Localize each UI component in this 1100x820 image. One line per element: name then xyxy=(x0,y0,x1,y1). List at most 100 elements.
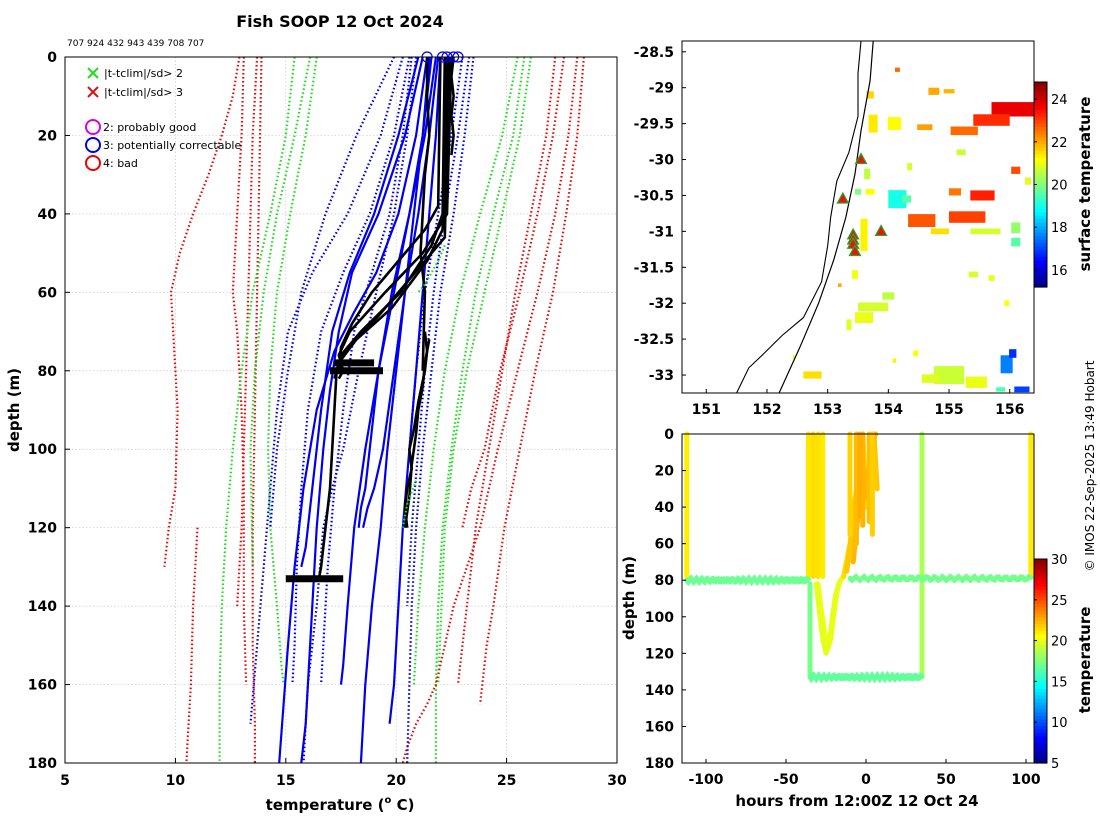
map-sst-patch xyxy=(970,190,995,201)
map-sst-patch xyxy=(956,149,966,156)
map-sst-patch xyxy=(930,228,949,235)
map-colorbar-band xyxy=(1034,153,1047,158)
profile-series-profile-8 xyxy=(403,339,431,528)
map-colorbar-band xyxy=(1034,201,1047,206)
section-x-axis-label: hours from 12:00Z 12 Oct 24 xyxy=(735,792,978,810)
map-colorbar-band xyxy=(1034,105,1047,110)
section-y-tick-label: 0 xyxy=(664,427,674,443)
map-sst-patch xyxy=(855,312,874,323)
map-colorbar-band xyxy=(1034,222,1047,227)
section-colorbar-band xyxy=(1034,589,1047,594)
section-colorbar-tick-label: 30 xyxy=(1051,553,1068,568)
profile-series-blue-dot-b xyxy=(249,56,404,724)
map-colorbar-band xyxy=(1034,82,1047,87)
map-colorbar-band xyxy=(1034,184,1047,189)
map-colorbar: 16 18 20 22 24 xyxy=(1033,81,1068,288)
map-sst-patch xyxy=(949,211,986,223)
xlabel-superscript: o xyxy=(384,795,391,806)
section-tow-line xyxy=(807,670,925,684)
profile-y-tick-label: 180 xyxy=(28,756,57,772)
profile-y-tick-label: 100 xyxy=(28,442,57,458)
profile-series-clim3-right-d xyxy=(456,56,557,685)
section-x-tick-label: -100 xyxy=(688,772,723,788)
section-colorbar-band xyxy=(1034,599,1047,604)
profile-series-clim2-left-b xyxy=(266,56,318,685)
map-sst-patch xyxy=(803,371,822,379)
profile-legend: |t-tclim|/sd> 2 |t-tclim|/sd> 3 2: probabl… xyxy=(85,67,241,171)
map-sst-patch xyxy=(846,319,852,331)
map-colorbar-band xyxy=(1034,99,1047,104)
section-colorbar-band xyxy=(1034,742,1047,747)
section-y-tick-label: 160 xyxy=(645,719,674,735)
section-x-tick-label: -50 xyxy=(773,772,799,788)
legend-entry-label: 2: probably good xyxy=(103,121,196,134)
map-colorbar-band xyxy=(1034,116,1047,121)
section-colorbar-band xyxy=(1034,630,1047,635)
section-colorbar-band xyxy=(1034,644,1047,648)
profile-y-tick-label: 160 xyxy=(28,678,57,694)
section-colorbar-band xyxy=(1034,661,1047,665)
map-colorbar-band xyxy=(1034,205,1047,210)
section-colorbar-band xyxy=(1034,616,1047,621)
section-colorbar-band xyxy=(1034,715,1047,720)
section-colorbar-band xyxy=(1034,640,1047,645)
map-sst-patch xyxy=(973,114,1010,126)
section-colorbar-band xyxy=(1034,593,1047,597)
map-sst-patch xyxy=(950,126,978,136)
map-sst-patch xyxy=(928,87,940,95)
profile-series-clim2-left-c xyxy=(249,56,312,567)
section-colorbar-band xyxy=(1034,688,1047,693)
map-sst-patch xyxy=(855,189,862,195)
legend-marker-x xyxy=(87,86,99,98)
map-coastline xyxy=(736,41,862,393)
map-plot-area xyxy=(736,41,1034,393)
map-sst-patch xyxy=(866,91,874,99)
map-colorbar-tick-label: 20 xyxy=(1051,179,1068,194)
map-sst-patch xyxy=(1011,237,1021,247)
legend-entry-label: |t-tclim|/sd> 3 xyxy=(104,86,183,99)
section-colorbar-band xyxy=(1034,678,1047,682)
map-colorbar-band xyxy=(1034,198,1047,203)
section-colorbar-band xyxy=(1034,674,1047,679)
profile-axes-frame xyxy=(64,56,618,764)
map-colorbar-band xyxy=(1034,95,1047,100)
profile-series-clim2-right-a xyxy=(434,56,526,763)
map-colorbar-band xyxy=(1034,123,1047,128)
map-panel: 151 152 153 154 155 156 -28.5 -29 -29.5 -30 -30.5 -… xyxy=(634,40,1094,418)
map-sst-patch xyxy=(1004,300,1010,306)
map-x-tick-label: 155 xyxy=(934,402,963,418)
map-x-tick-label: 153 xyxy=(813,402,842,418)
section-colorbar-band xyxy=(1034,579,1047,584)
map-sst-patch xyxy=(949,188,962,196)
profile-series-profile-1 xyxy=(317,56,447,579)
section-y-tick-label: 60 xyxy=(655,537,675,553)
map-colorbar-tick-label: 16 xyxy=(1051,264,1068,279)
map-sst-patch xyxy=(792,355,796,359)
xlabel-end: C) xyxy=(391,796,414,814)
map-colorbar-band xyxy=(1034,181,1047,186)
section-colorbar-band xyxy=(1034,586,1047,591)
xlabel-start: temperature ( xyxy=(266,796,385,814)
section-plot-area xyxy=(684,431,1034,684)
map-sst-patch xyxy=(1011,222,1021,234)
section-colorbar-band xyxy=(1034,610,1047,614)
section-colorbar-band xyxy=(1034,691,1047,696)
profile-y-tick-label: 20 xyxy=(38,128,58,144)
map-y-tick-label: -28.5 xyxy=(634,45,674,61)
map-sst-patch xyxy=(1000,355,1013,374)
map-colorbar-band xyxy=(1034,249,1047,254)
map-colorbar-band xyxy=(1034,140,1047,145)
section-colorbar-band xyxy=(1034,722,1047,727)
map-colorbar-band xyxy=(1034,276,1047,281)
map-colorbar-band xyxy=(1034,283,1047,288)
map-x-tick-label: 152 xyxy=(752,402,781,418)
section-colorbar-tick-label: 10 xyxy=(1051,716,1068,731)
map-sst-patch xyxy=(917,124,933,130)
section-colorbar-band xyxy=(1034,708,1047,713)
map-colorbar-band xyxy=(1034,228,1047,233)
legend-marker-circle xyxy=(85,137,101,153)
map-y-tick-label: -31 xyxy=(649,224,674,240)
map-sst-patch xyxy=(933,366,965,385)
map-sst-patch xyxy=(907,163,913,171)
profile-x-tick-label: 30 xyxy=(607,773,627,789)
